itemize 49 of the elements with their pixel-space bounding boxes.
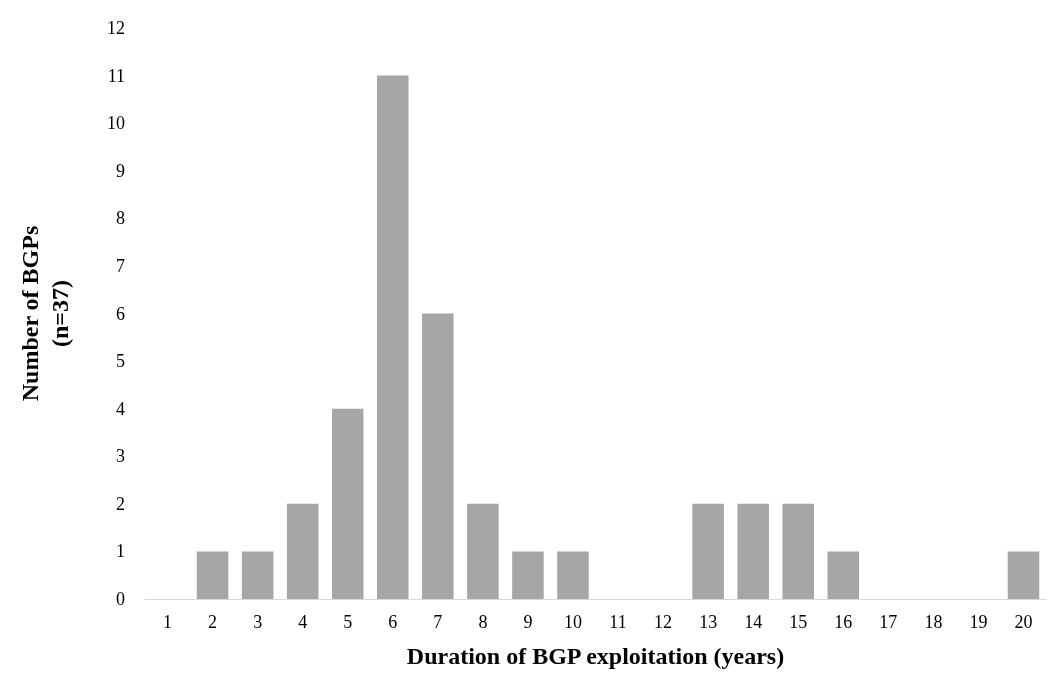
x-tick-label: 15 bbox=[789, 612, 808, 632]
x-tick-label: 19 bbox=[969, 612, 988, 632]
bar bbox=[782, 503, 814, 599]
x-tick-label: 20 bbox=[1014, 612, 1033, 632]
y-tick-label: 8 bbox=[116, 208, 125, 229]
x-tick-label: 1 bbox=[163, 612, 173, 632]
bar bbox=[331, 408, 364, 599]
x-tick-label: 8 bbox=[478, 612, 488, 632]
y-tick-label: 9 bbox=[116, 160, 125, 181]
bar bbox=[422, 313, 454, 599]
y-tick-label: 7 bbox=[116, 255, 125, 276]
x-tick-label: 3 bbox=[253, 612, 263, 632]
bar bbox=[827, 551, 860, 599]
y-axis-title: Number of BGPs (n=37) bbox=[17, 225, 73, 402]
bar bbox=[286, 503, 319, 599]
bar bbox=[737, 503, 769, 599]
x-tick-label: 6 bbox=[388, 612, 398, 632]
x-tick-label: 13 bbox=[699, 612, 718, 632]
y-tick-label: 12 bbox=[107, 18, 125, 38]
x-tick-label: 14 bbox=[744, 612, 763, 632]
x-axis-title: Duration of BGP exploitation (years) bbox=[406, 643, 785, 669]
y-tick-label: 2 bbox=[116, 493, 125, 514]
y-tick-label: 11 bbox=[107, 65, 125, 86]
x-tick-label: 5 bbox=[343, 612, 353, 632]
bar bbox=[467, 503, 499, 599]
x-tick-label: 9 bbox=[523, 612, 533, 632]
bar bbox=[377, 75, 409, 599]
y-tick-label: 6 bbox=[116, 303, 125, 324]
x-tick-label: 4 bbox=[298, 612, 308, 632]
bar bbox=[512, 551, 544, 599]
x-tick-label: 17 bbox=[879, 612, 898, 632]
bar bbox=[241, 551, 274, 599]
y-tick-label: 3 bbox=[116, 446, 125, 467]
x-tick-label: 11 bbox=[609, 612, 627, 632]
y-tick-label: 10 bbox=[107, 113, 125, 134]
bar bbox=[196, 551, 229, 599]
y-tick-label: 0 bbox=[116, 589, 125, 609]
x-tick-label: 12 bbox=[654, 612, 673, 632]
y-tick-label: 4 bbox=[116, 398, 125, 419]
y-tick-label: 5 bbox=[116, 351, 125, 372]
x-tick-label: 16 bbox=[834, 612, 853, 632]
x-tick-label: 7 bbox=[433, 612, 443, 632]
bar bbox=[692, 503, 724, 599]
x-tick-label: 18 bbox=[924, 612, 943, 632]
x-tick-label: 10 bbox=[563, 612, 582, 632]
bar bbox=[1007, 551, 1040, 599]
x-tick-label: 2 bbox=[208, 612, 218, 632]
y-tick-label: 1 bbox=[116, 541, 125, 562]
bar bbox=[557, 551, 589, 599]
